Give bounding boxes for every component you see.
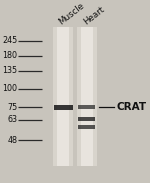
Text: 245: 245 (2, 36, 17, 45)
Text: 135: 135 (2, 66, 17, 75)
Bar (57, 27, 69, 167)
Text: Muscle: Muscle (57, 1, 86, 27)
Text: Heart: Heart (82, 5, 106, 27)
Bar (78, 125, 95, 128)
Text: 63: 63 (7, 115, 17, 124)
Bar (54, 105, 73, 110)
Bar (77, 27, 97, 167)
Bar (53, 27, 74, 167)
Text: CRAT: CRAT (117, 102, 147, 112)
Bar (78, 117, 95, 121)
Bar (78, 105, 95, 109)
Bar (81, 27, 93, 167)
Text: 100: 100 (2, 85, 17, 94)
Text: 180: 180 (2, 51, 17, 60)
Text: 48: 48 (7, 136, 17, 145)
Text: 75: 75 (7, 103, 17, 112)
